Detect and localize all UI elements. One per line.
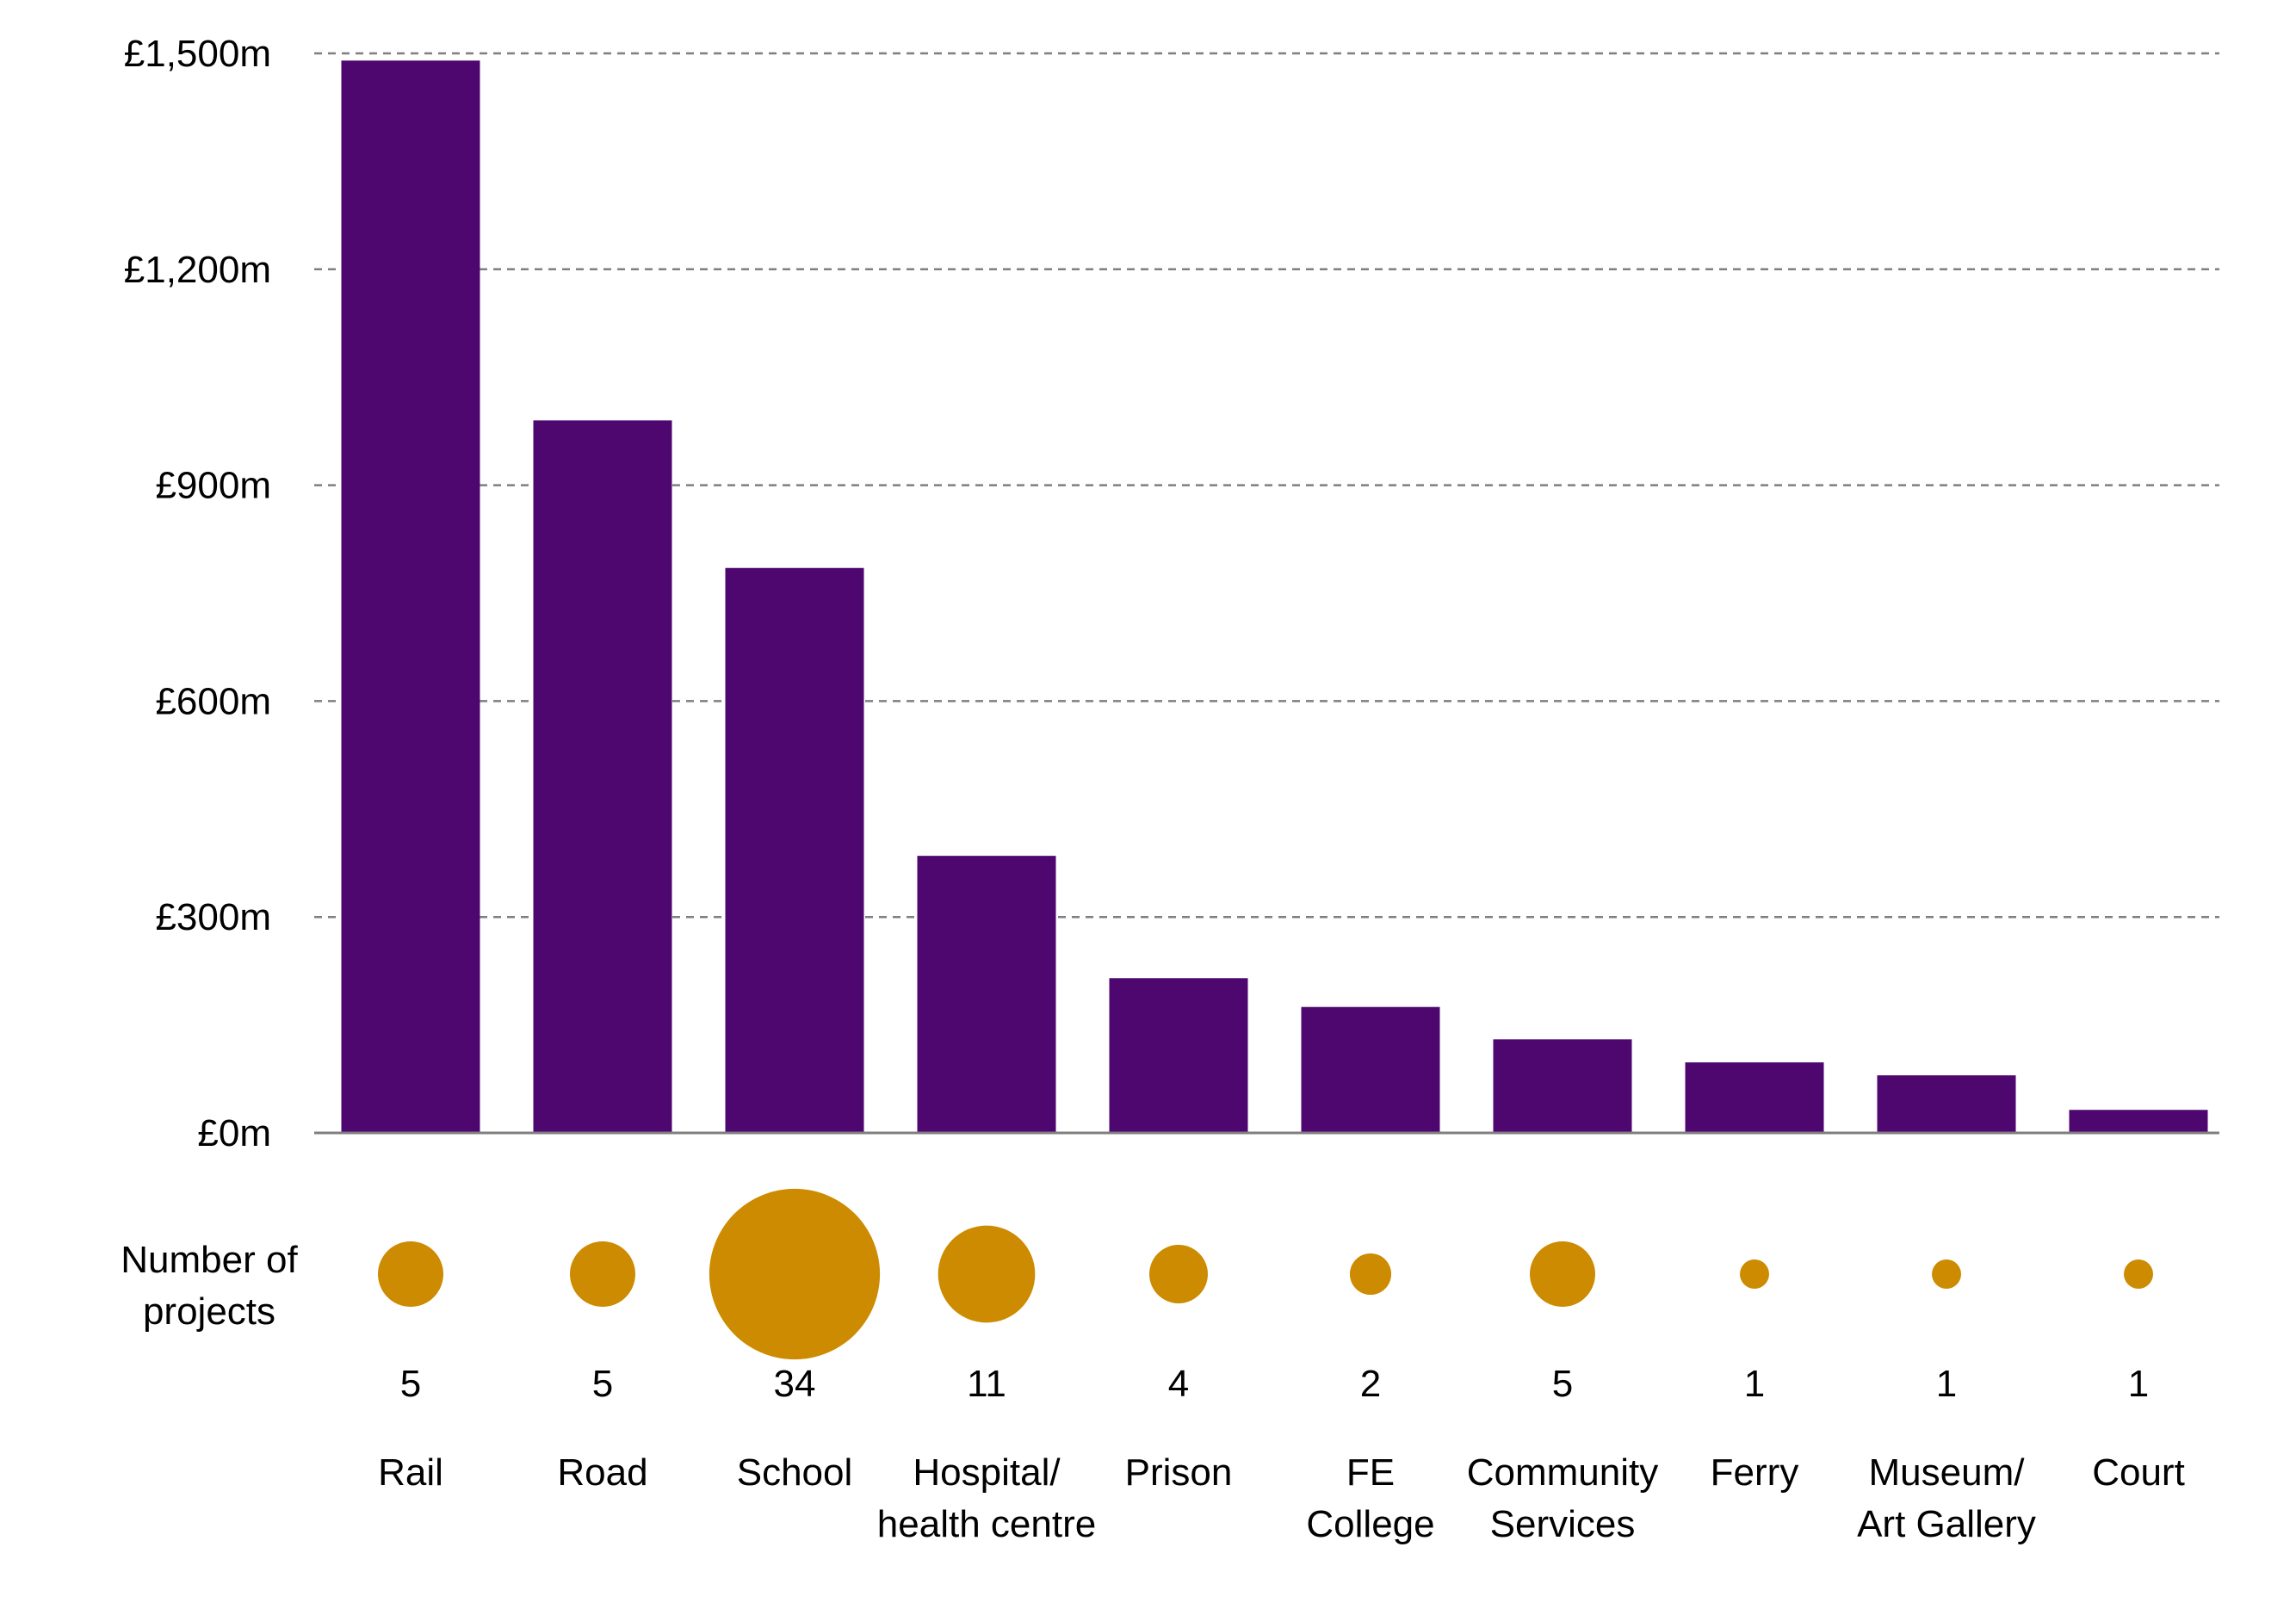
category-label: Community Services <box>1467 1451 1659 1545</box>
category-label: Museum/Art Gallery <box>1857 1451 2036 1545</box>
project-count-label: 1 <box>2128 1363 2149 1405</box>
category-label: Road <box>557 1451 647 1494</box>
category-label: Rail <box>378 1451 443 1494</box>
bar <box>1493 1039 1632 1133</box>
project-bubble <box>1932 1259 1961 1289</box>
bar <box>1109 978 1248 1133</box>
project-count-label: 34 <box>774 1363 816 1405</box>
bar <box>1877 1075 2016 1133</box>
project-count-label: 5 <box>1552 1363 1573 1405</box>
y-tick-label: £600m <box>155 680 271 722</box>
project-bubble <box>1349 1253 1392 1296</box>
project-count-label: 1 <box>1744 1363 1765 1405</box>
bar <box>2069 1110 2208 1133</box>
project-bubble <box>709 1188 881 1360</box>
project-bubble <box>1149 1245 1208 1303</box>
y-tick-label: £0m <box>197 1112 271 1154</box>
bar <box>533 420 672 1133</box>
category-label: Ferry <box>1711 1451 1799 1494</box>
project-count-label: 5 <box>592 1363 613 1405</box>
category-label: Hospital/health centre <box>877 1451 1096 1545</box>
project-bubble <box>1530 1241 1595 1307</box>
bar <box>1301 1006 1440 1133</box>
bubble-caption: Number of projects <box>121 1239 298 1333</box>
bar <box>725 567 864 1133</box>
category-label: Prison <box>1125 1451 1233 1494</box>
project-bubble <box>570 1241 635 1307</box>
project-count-label: 1 <box>1936 1363 1957 1405</box>
project-bubble <box>378 1241 443 1307</box>
category-label: Court <box>2092 1451 2185 1494</box>
category-label: School <box>737 1451 853 1494</box>
project-count-labels: 5 5 34 11 4 2 5 1 1 1 <box>400 1363 2149 1405</box>
y-tick-label: £1,500m <box>124 33 271 75</box>
category-label: FE College <box>1306 1451 1434 1545</box>
project-count-label: 2 <box>1360 1363 1381 1405</box>
bars <box>341 60 2208 1134</box>
project-count-label: 11 <box>967 1363 1006 1405</box>
project-bubbles <box>378 1188 2153 1360</box>
y-tick-label: £900m <box>155 465 271 507</box>
project-count-label: 5 <box>400 1363 421 1405</box>
y-tick-label: £300m <box>155 896 271 938</box>
project-count-label: 4 <box>1168 1363 1189 1405</box>
bar <box>1685 1062 1824 1133</box>
y-tick-label: £1,200m <box>124 249 271 291</box>
project-bubble <box>938 1225 1036 1323</box>
project-bubble <box>1740 1259 1769 1289</box>
bar <box>917 856 1056 1133</box>
y-tick-labels: £0m £300m £600m £900m £1,200m £1,500m <box>124 33 271 1154</box>
bar <box>341 60 480 1134</box>
project-bubble <box>2124 1259 2153 1289</box>
category-labels: Rail Road School Hospital/health centre Pris… <box>378 1451 2185 1545</box>
